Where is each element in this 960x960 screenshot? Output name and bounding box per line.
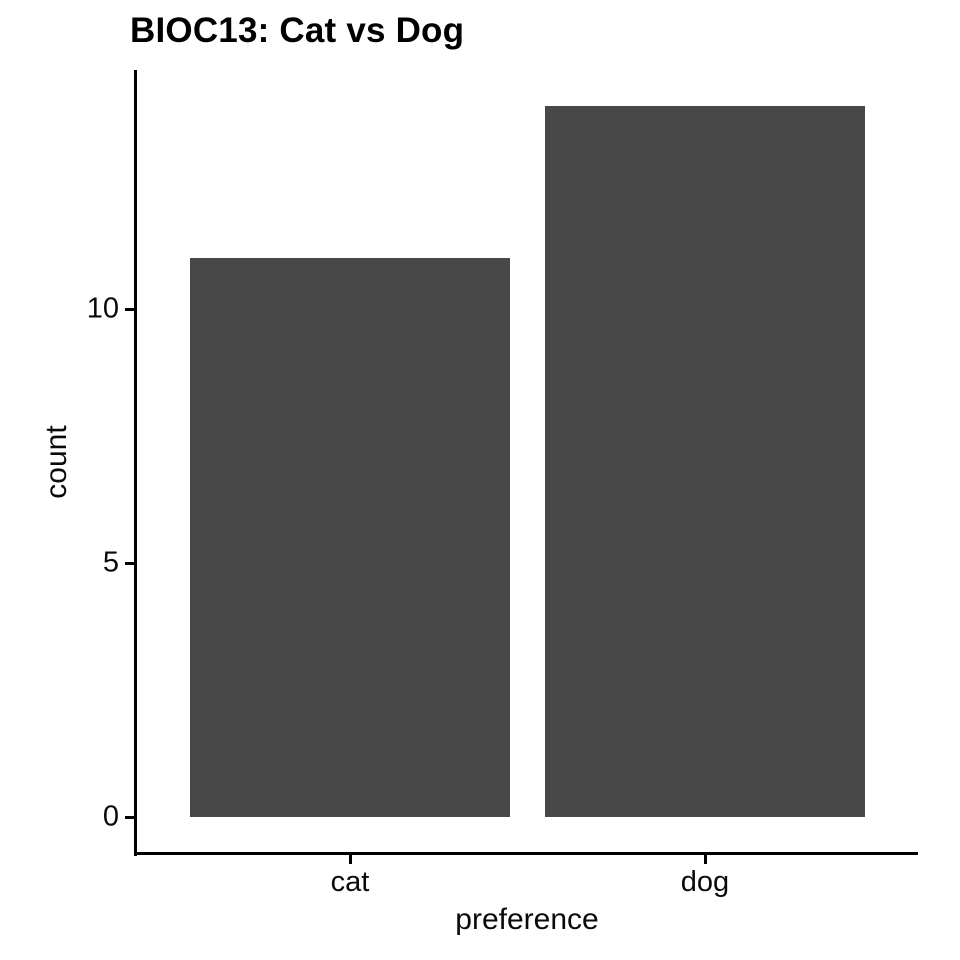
x-axis-line <box>134 852 918 855</box>
bar-cat <box>190 258 510 818</box>
x-axis-tick <box>348 855 352 864</box>
y-axis-tick <box>125 815 135 819</box>
x-tick-label: dog <box>680 866 730 898</box>
y-tick-label: 5 <box>102 546 119 579</box>
y-axis-line <box>134 70 137 856</box>
y-axis-tick <box>125 307 135 311</box>
bar-dog <box>545 105 865 818</box>
y-tick-label: 10 <box>86 292 119 325</box>
y-tick-label: 0 <box>102 800 119 833</box>
plot-title: BIOC13: Cat vs Dog <box>130 11 465 50</box>
y-axis-tick <box>125 561 135 565</box>
x-axis-title: preference <box>455 903 599 936</box>
x-axis-tick <box>703 855 707 864</box>
y-axis-title: count <box>40 425 73 499</box>
x-tick-label: cat <box>330 866 370 898</box>
